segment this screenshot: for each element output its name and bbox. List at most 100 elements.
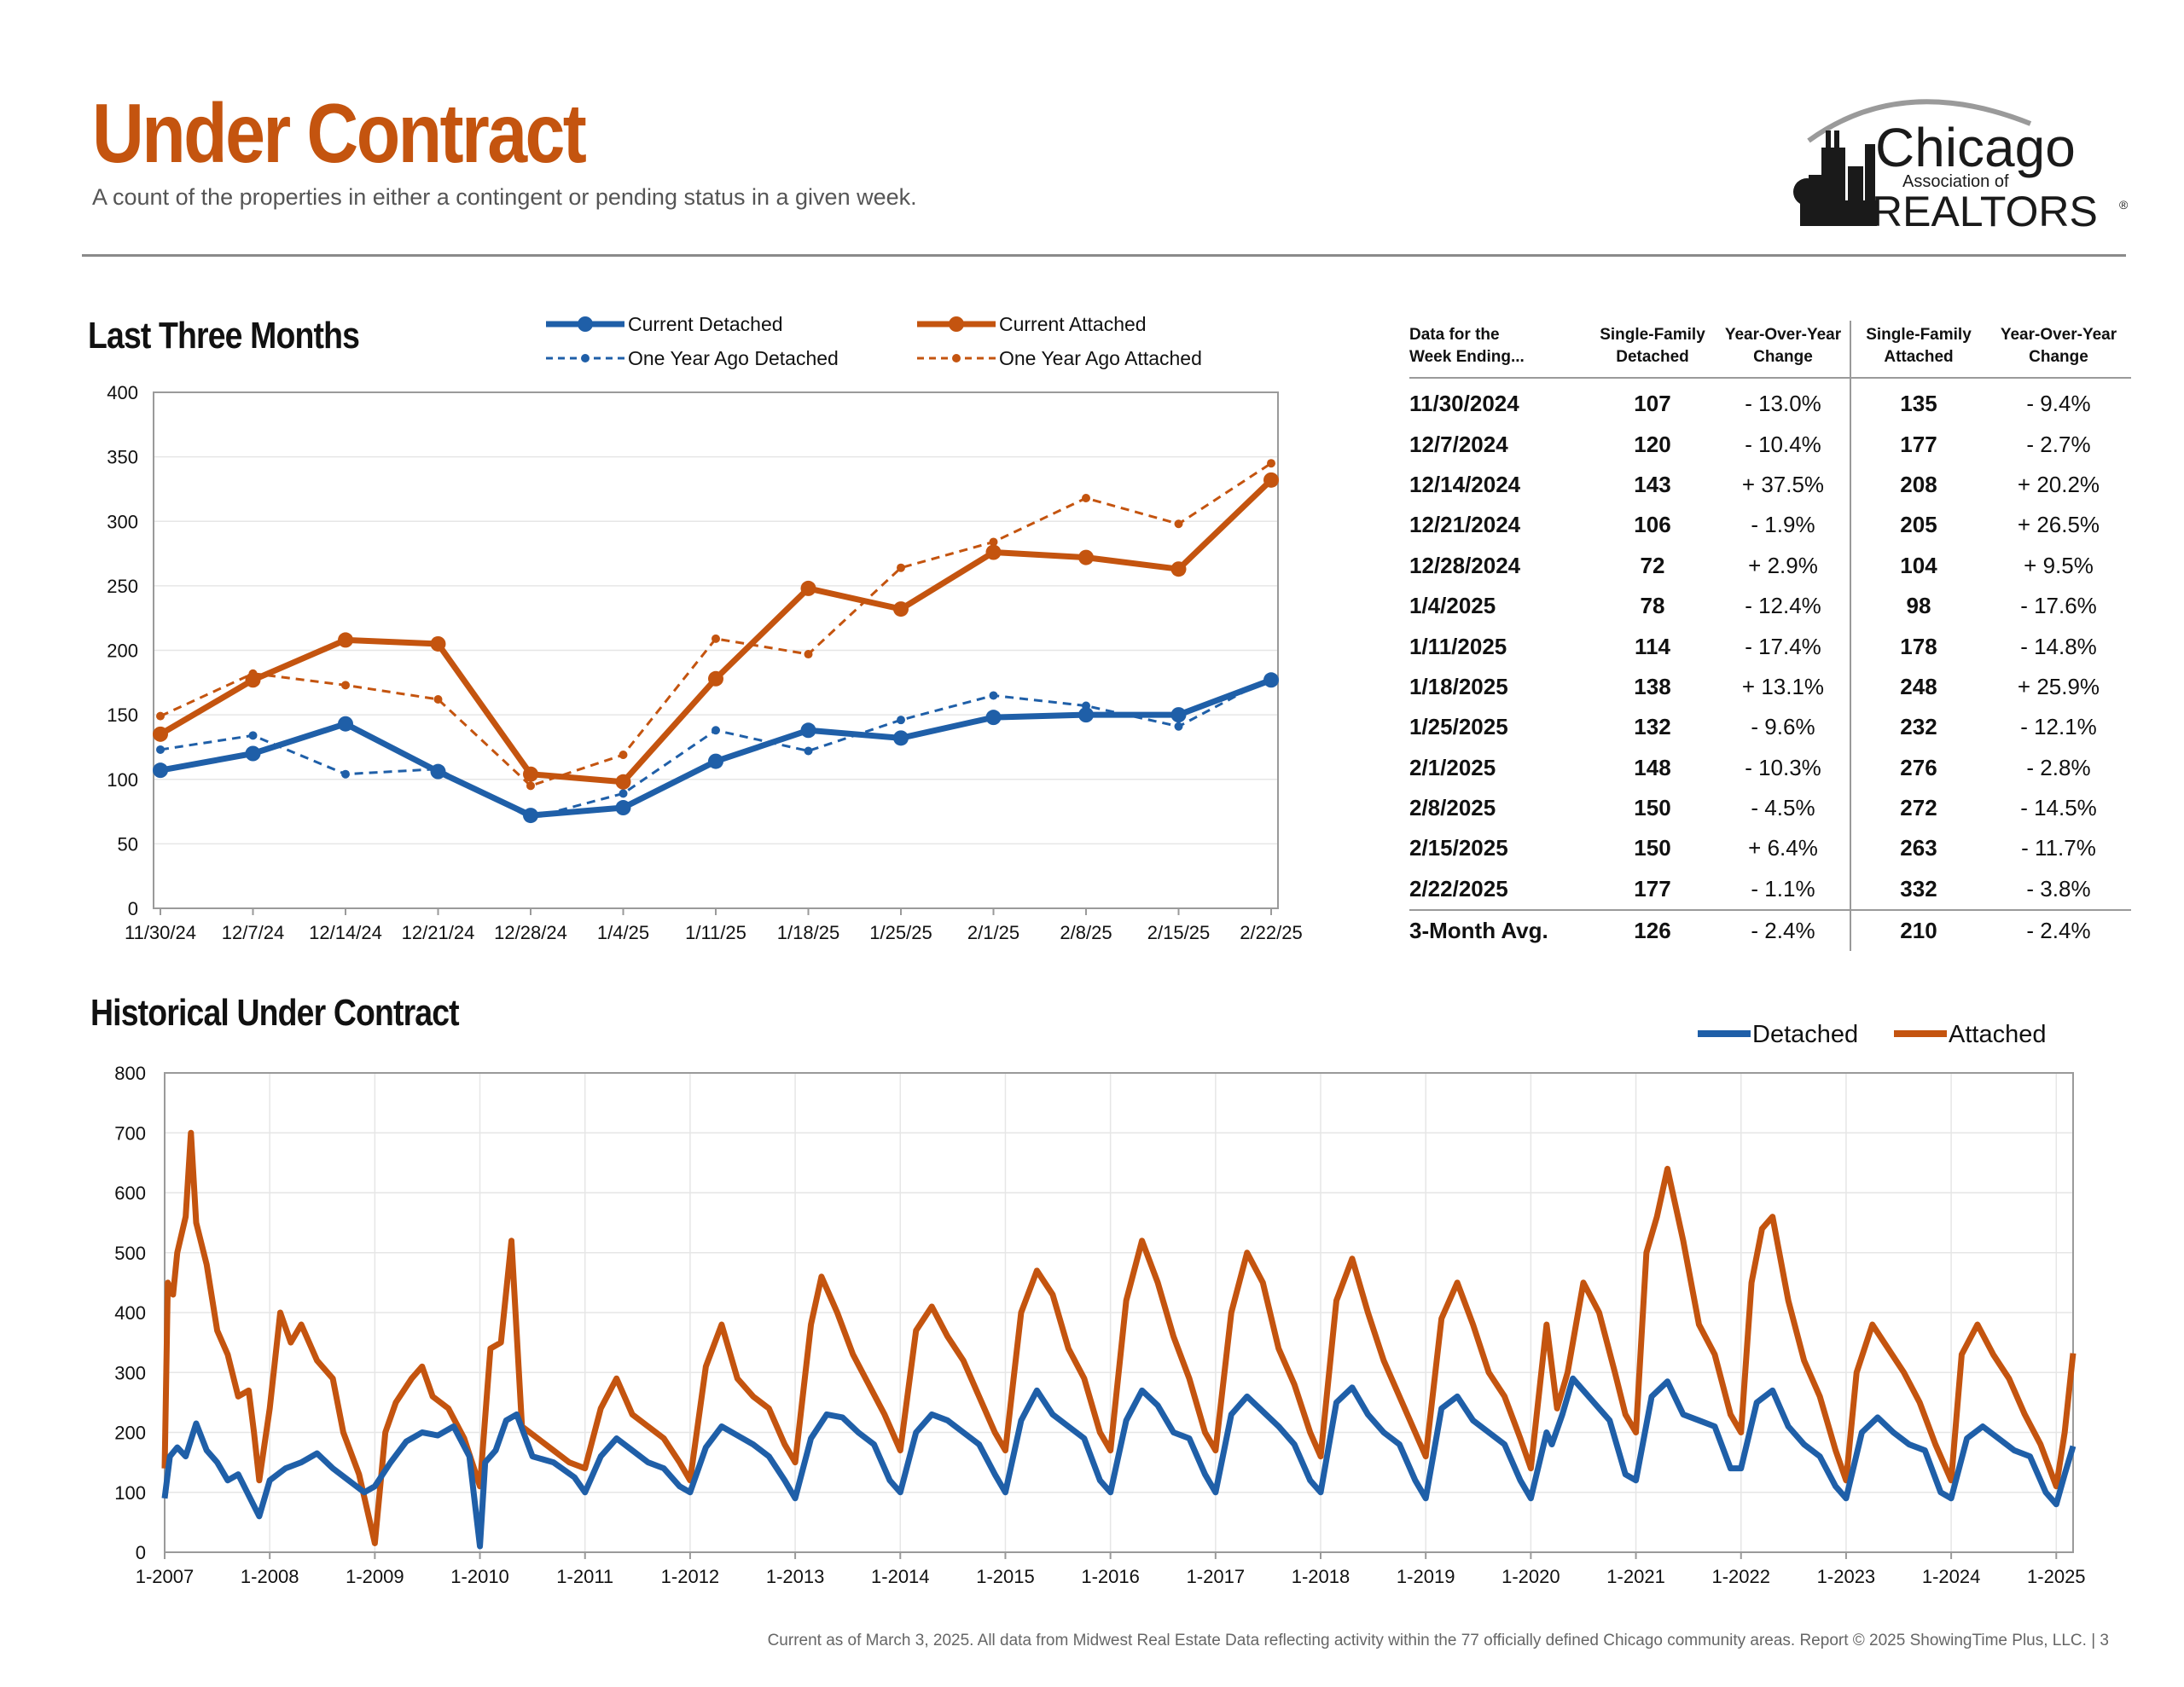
attached-yoy-cell: + 26.5% [2017,512,2100,538]
data-point [523,808,538,824]
y-tick-label: 200 [114,1423,146,1444]
logo-text-realtors: REALTORS [1872,188,2098,235]
series-line-one-year-ago-detached [160,675,1272,820]
x-tick-label: 1-2018 [1292,1566,1350,1587]
week-ending-cell: 12/21/2024 [1409,512,1521,538]
data-point [430,763,446,780]
header-line: Single-Family [1866,326,1972,344]
week-ending-cell: 11/30/2024 [1409,391,1519,417]
detached-yoy-cell: - 13.0% [1716,378,1851,425]
detached-cell: 150 [1634,835,1671,861]
week-ending-cell: 12/7/2024 [1409,431,1508,457]
attached-yoy-cell: - 12.1% [2020,714,2097,740]
x-tick-label: 1-2017 [1187,1566,1246,1587]
detached-cell: 126 [1589,909,1716,952]
skyline-icon [1793,130,1877,226]
week-ending-cell: 1/11/2025 [1409,633,1507,659]
data-point [708,753,723,769]
data-point [893,601,909,617]
week-ending-cell: 1/18/2025 [1409,673,1508,699]
y-tick-label: 200 [107,641,138,662]
legend-marker [949,316,964,332]
attached-cell: 104 [1900,552,1937,578]
data-point [897,563,905,572]
data-point [341,681,350,690]
header-line: Change [2029,348,2088,366]
detached-cell: 148 [1634,754,1671,780]
x-tick-label: 1-2011 [556,1566,613,1587]
data-point [800,580,816,596]
legend-label: Current Detached [628,313,783,335]
chicago-realtors-logo: Chicago Association of REALTORS ® [1774,81,2133,243]
attached-cell: 232 [1900,714,1937,740]
section-title-last-three-months: Last Three Months [88,315,360,357]
header-line: Single-Family [1600,326,1705,344]
data-point [341,769,350,779]
page-title: Under Contract [92,86,587,180]
detached-yoy-cell: + 13.1% [1716,666,1851,708]
week-ending-cell: 3-Month Avg. [1409,909,1589,952]
logo-arc [1807,99,2032,143]
x-tick-label: 1/11/25 [685,922,746,943]
data-point [619,751,628,760]
series-line-attached [161,1129,2077,1546]
y-tick-label: 350 [107,447,138,468]
legend-marker [952,354,961,362]
data-point [615,800,631,816]
x-tick-label: 1-2010 [450,1566,509,1587]
header-line: Year-Over-Year [1724,326,1842,344]
table-row: 11/30/2024 107 - 13.0% 135 - 9.4% [1409,378,2131,425]
attached-cell: 208 [1900,471,1937,497]
x-tick-label: 1-2019 [1397,1566,1455,1587]
x-tick-label: 1-2012 [661,1566,720,1587]
table-row: 2/8/2025 150 - 4.5% 272 - 14.5% [1409,787,2131,829]
detached-yoy-cell: - 2.4% [1716,909,1851,952]
data-point [1082,494,1090,503]
x-tick-label: 2/15/25 [1147,922,1210,943]
series-line-one-year-ago-attached [160,461,1272,787]
detached-cell: 132 [1634,714,1671,740]
week-ending-cell: 2/15/2025 [1409,835,1508,861]
y-tick-label: 0 [136,1542,146,1563]
detached-yoy-cell: + 6.4% [1716,828,1851,869]
data-point [985,710,1002,726]
data-point [804,650,813,659]
data-point [897,716,905,725]
x-tick-label: 1-2024 [1922,1566,1981,1587]
data-point [989,537,998,547]
data-point [1263,472,1279,488]
detached-yoy-cell: + 2.9% [1716,545,1851,586]
detached-cell: 138 [1634,673,1671,699]
table-row: 2/15/2025 150 + 6.4% 263 - 11.7% [1409,828,2131,869]
logo-graphic: Chicago Association of REALTORS ® [1793,99,2129,235]
attached-cell: 276 [1900,754,1937,780]
data-point [523,766,538,782]
x-tick-label: 1/18/25 [777,922,839,943]
header-line: Data for the [1409,326,1500,344]
data-point [985,544,1002,560]
data-point [800,722,816,739]
page-subtitle: A count of the properties in either a co… [92,184,917,210]
attached-yoy-cell: - 17.6% [2020,593,2097,619]
detached-yoy-cell: - 4.5% [1716,787,1851,829]
x-tick-label: 1-2020 [1502,1566,1560,1587]
x-tick-label: 1-2015 [976,1566,1035,1587]
attached-yoy-cell: - 9.4% [2026,391,2091,417]
x-tick-label: 1-2016 [1081,1566,1140,1587]
x-tick-label: 2/8/25 [1060,922,1112,943]
y-tick-label: 100 [107,769,138,791]
table-row: 12/28/2024 72 + 2.9% 104 + 9.5% [1409,545,2131,586]
weekly-data-table: Data for the Week Ending... Single-Family… [1409,321,2131,952]
detached-cell: 177 [1634,875,1671,901]
attached-cell: 205 [1900,512,1937,538]
attached-yoy-cell: - 2.8% [2026,754,2091,780]
data-point [338,632,353,648]
data-point [248,731,258,740]
y-tick-label: 700 [114,1122,146,1144]
y-tick-label: 600 [114,1183,146,1204]
table-row: 2/1/2025 148 - 10.3% 276 - 2.8% [1409,747,2131,788]
table-row: 1/4/2025 78 - 12.4% 98 - 17.6% [1409,585,2131,627]
x-tick-label: 1-2013 [766,1566,825,1587]
data-point [1078,549,1094,565]
detached-yoy-cell: + 37.5% [1716,464,1851,506]
